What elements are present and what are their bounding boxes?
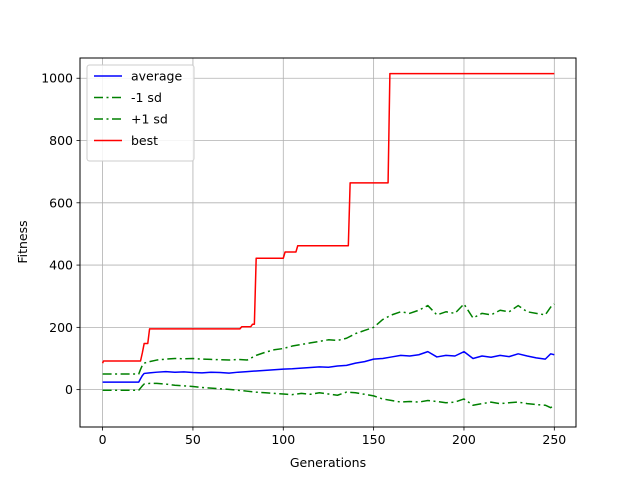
legend-label: +1 sd <box>131 112 168 127</box>
x-tick-label: 0 <box>99 432 107 447</box>
series-line-1-sd <box>102 382 555 409</box>
y-axis-label: Fitness <box>15 220 30 263</box>
x-tick-label: 200 <box>452 432 476 447</box>
x-tick-label: 50 <box>185 432 201 447</box>
x-tick-label: 250 <box>542 432 566 447</box>
legend-box <box>86 64 195 162</box>
y-tick-label: 200 <box>49 320 73 335</box>
axis-ticks: 0 50 100 150 200 250 0 200 400 600 800 1000 <box>41 71 566 447</box>
legend-label: best <box>131 133 158 148</box>
legend-label: -1 sd <box>131 90 162 105</box>
y-tick-label: 800 <box>49 133 73 148</box>
y-tick-label: 1000 <box>41 71 73 86</box>
y-tick-label: 400 <box>49 258 73 273</box>
series-line-best <box>101 72 555 364</box>
legend: average -1 sd +1 sd best <box>86 64 195 162</box>
y-tick-label: 0 <box>65 382 73 397</box>
x-tick-label: 150 <box>362 432 386 447</box>
series-line-1-sd <box>102 303 555 375</box>
grid-lines <box>80 58 576 427</box>
x-axis-label: Generations <box>290 455 366 470</box>
legend-label: average <box>131 69 182 84</box>
series-line-average <box>102 350 555 383</box>
y-tick-label: 600 <box>49 195 73 210</box>
x-tick-label: 100 <box>271 432 295 447</box>
plot-frame <box>79 57 577 428</box>
series-lines <box>101 72 555 409</box>
